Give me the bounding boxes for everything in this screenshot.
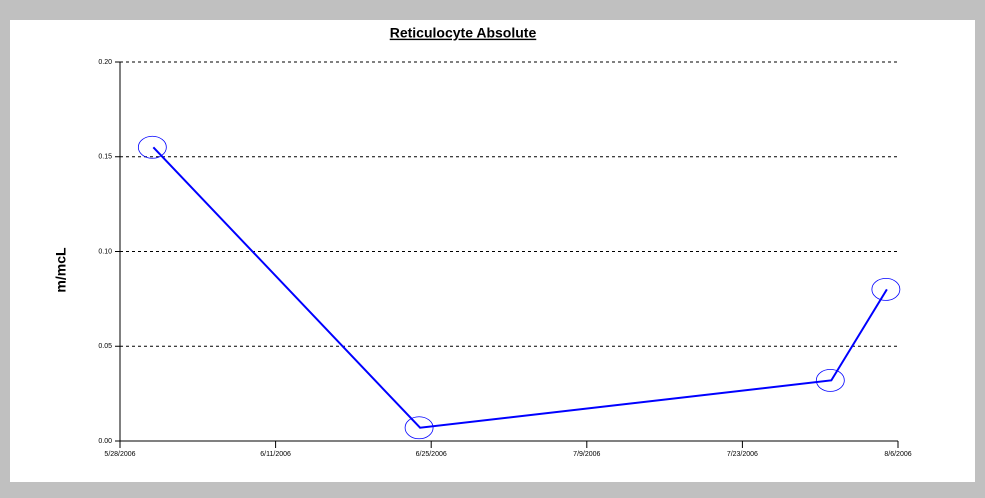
x-tick-label: 6/11/2006 [260,451,291,458]
point-marker [871,277,901,301]
y-tick-label: 0.05 [98,343,112,350]
y-tick-label: 0.20 [98,59,112,66]
chart-title: Reticulocyte Absolute [390,25,537,41]
y-tick-label: 0.15 [98,154,112,161]
point-marker [404,416,434,440]
y-tick-label: 0.10 [98,248,112,255]
series-line [152,146,888,429]
point-marker [137,135,167,159]
y-tick-label: 0.00 [98,438,112,445]
x-tick-label: 7/9/2006 [573,451,600,458]
x-tick-label: 6/25/2006 [416,451,447,458]
x-tick-label: 8/6/2006 [884,451,911,458]
point-marker [815,368,845,392]
x-tick-label: 5/28/2006 [104,451,135,458]
x-tick-label: 7/23/2006 [727,451,758,458]
y-axis-label: m/mcL [53,247,69,293]
